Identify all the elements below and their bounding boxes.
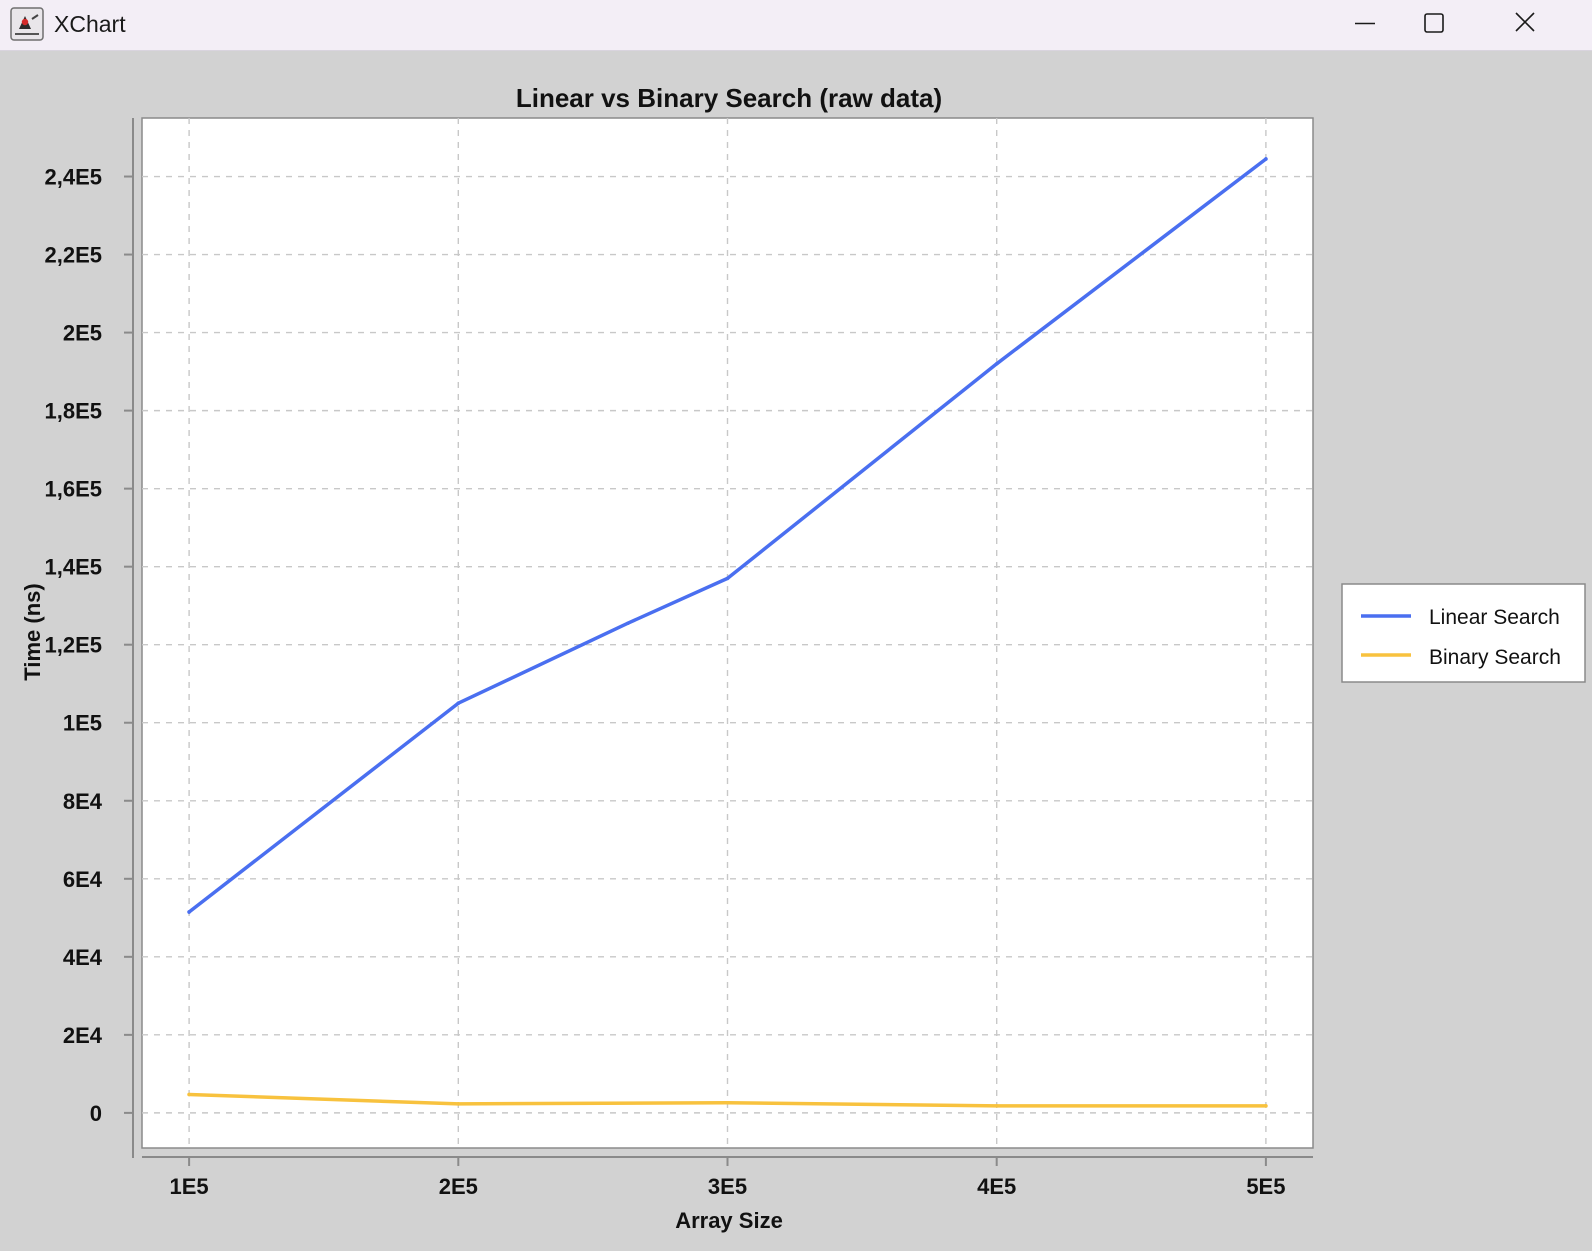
x-axis-ticks: 1E5 2E5 3E5 4E5 5E5: [170, 1157, 1285, 1199]
legend-label-linear-search: Linear Search: [1429, 606, 1560, 629]
y-tick-label: 1,2E5: [45, 633, 103, 658]
maximize-icon: [1424, 13, 1444, 33]
y-tick-label: 4E4: [63, 945, 103, 970]
series-line-linear-search: [187, 157, 1268, 914]
data-point-binary-search: [994, 1104, 999, 1108]
y-axis-label: Time (ns): [20, 583, 45, 680]
y-tick-label: 1,8E5: [45, 399, 103, 424]
data-point-linear-search: [1264, 157, 1268, 161]
y-axis-ticks: 0 2E4 4E4 6E4 8E4 1E5 1,2E5 1,4E5 1,6E5 1,8E5 2E5 2…: [45, 165, 133, 1126]
minimize-icon: [1355, 22, 1375, 25]
x-tick-label: 5E5: [1246, 1174, 1285, 1199]
close-icon: [1515, 12, 1535, 32]
x-tick-label: 4E5: [977, 1174, 1016, 1199]
legend: Linear Search Binary Search: [1341, 583, 1586, 683]
legend-box: [1341, 583, 1586, 683]
x-tick-label: 3E5: [708, 1174, 747, 1199]
y-tick-label: 1,4E5: [45, 555, 103, 580]
y-tick-label: 2E4: [63, 1023, 103, 1048]
y-tick-label: 1,6E5: [45, 477, 103, 502]
window-title: XChart: [54, 11, 126, 37]
chart-title: Linear vs Binary Search (raw data): [516, 83, 942, 113]
y-tick-label: 6E4: [63, 867, 103, 892]
data-point-linear-search: [725, 576, 730, 581]
data-point-binary-search: [187, 1092, 191, 1097]
y-tick-label: 8E4: [63, 789, 103, 814]
line-chart: 0 2E4 4E4 6E4 8E4 1E5 1,2E5 1,4E5 1,6E5 1,8E5 2E5 2…: [20, 83, 1586, 1233]
y-tick-label: 2E5: [63, 321, 102, 346]
data-point-binary-search: [1264, 1104, 1268, 1108]
x-axis-label: Array Size: [675, 1208, 783, 1233]
close-button[interactable]: [1502, 0, 1592, 50]
data-point-binary-search: [725, 1100, 730, 1105]
data-point-binary-search: [456, 1102, 461, 1106]
y-tick-label: 2,4E5: [45, 165, 103, 190]
data-point-linear-search: [626, 621, 630, 626]
data-point-linear-search: [994, 361, 999, 366]
y-tick-label: 1E5: [63, 711, 102, 736]
grid-lines: [142, 118, 1313, 1148]
data-point-linear-search: [187, 910, 191, 914]
window-titlebar: XChart: [0, 0, 1592, 51]
x-tick-label: 1E5: [170, 1174, 209, 1199]
y-tick-label: 2,2E5: [45, 243, 103, 268]
data-point-linear-search: [456, 701, 461, 706]
series-layer: [187, 157, 1268, 1108]
y-tick-label: 0: [90, 1101, 102, 1126]
chart-panel: 0 2E4 4E4 6E4 8E4 1E5 1,2E5 1,4E5 1,6E5 1,8E5 2E5 2…: [0, 51, 1592, 1246]
plot-area: [141, 117, 1314, 1149]
minimize-button[interactable]: [1322, 0, 1412, 50]
maximize-button[interactable]: [1412, 0, 1502, 50]
java-duke-icon: [10, 7, 44, 41]
legend-label-binary-search: Binary Search: [1429, 646, 1561, 669]
x-tick-label: 2E5: [439, 1174, 478, 1199]
